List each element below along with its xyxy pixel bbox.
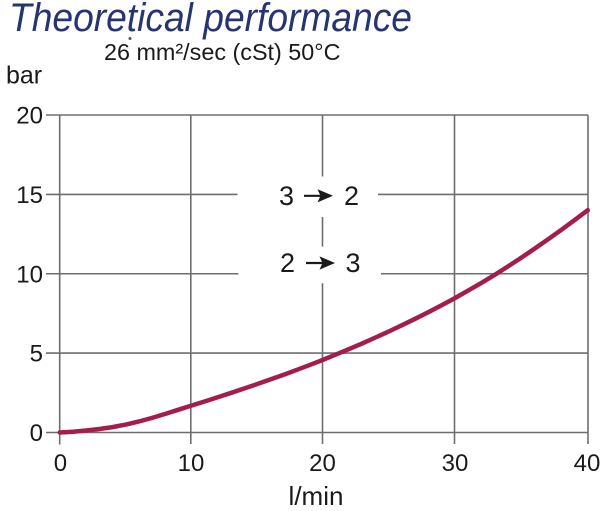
svg-text:10: 10 — [16, 261, 43, 288]
svg-text:15: 15 — [16, 182, 43, 209]
svg-text:30: 30 — [442, 450, 469, 477]
svg-text:2: 2 — [344, 181, 359, 211]
svg-text:5: 5 — [30, 341, 43, 368]
svg-text:2: 2 — [280, 248, 295, 278]
svg-text:20: 20 — [309, 450, 336, 477]
svg-text:l/min: l/min — [289, 481, 344, 506]
svg-text:3: 3 — [345, 248, 360, 278]
svg-text:10: 10 — [178, 450, 205, 477]
svg-text:40: 40 — [574, 450, 600, 477]
svg-text:20: 20 — [16, 103, 43, 130]
svg-text:0: 0 — [54, 450, 67, 477]
svg-text:bar: bar — [6, 62, 42, 90]
svg-text:26 mm²/sec (cSt) 50°C: 26 mm²/sec (cSt) 50°C — [104, 39, 341, 65]
svg-text:3: 3 — [279, 181, 294, 211]
svg-text:0: 0 — [30, 420, 43, 447]
svg-text:Theoretical performance: Theoretical performance — [9, 0, 412, 40]
